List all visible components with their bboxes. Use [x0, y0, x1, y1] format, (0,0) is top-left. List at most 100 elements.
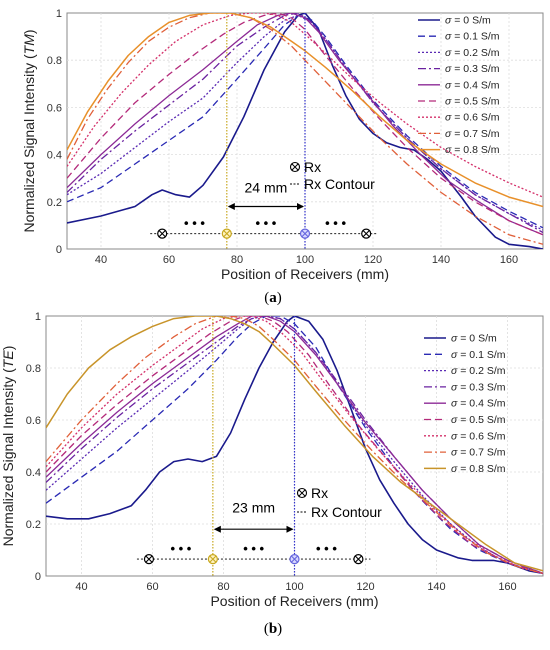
x-axis-label: Position of Receivers (mm) — [210, 593, 378, 609]
series-line-4 — [46, 316, 543, 575]
rx-marker-icon — [353, 553, 364, 565]
legend-entry: σ = 0.5 S/m — [451, 414, 506, 426]
rx-label: Rx — [311, 485, 328, 501]
ellipsis-dots: • • • — [243, 541, 264, 556]
x-tick-label: 60 — [163, 254, 175, 266]
y-axis-label: Normalized Signal Intensity (TM) — [21, 29, 37, 232]
x-axis-label: Position of Receivers (mm) — [221, 266, 389, 282]
legend-entry: σ = 0 S/m — [445, 15, 491, 27]
y-tick-label: 0 — [56, 244, 62, 256]
rx-marker-icon — [207, 553, 218, 565]
x-tick-label: 120 — [356, 581, 374, 593]
rx-marker-icon — [299, 228, 311, 239]
legend-entry: σ = 0.3 S/m — [451, 381, 506, 393]
y-tick-label: 1 — [56, 8, 62, 20]
series-line-4 — [67, 13, 543, 236]
y-axis-label: Normalized Signal Intensity (TE) — [0, 346, 16, 547]
series-line-0 — [46, 316, 543, 575]
rx-marker-icon — [221, 228, 232, 239]
legend-entry: σ = 0.2 S/m — [451, 365, 506, 377]
arrowhead-left — [227, 203, 235, 211]
legend-entry: σ = 0.8 S/m — [451, 463, 506, 475]
legend-entry: σ = 0.2 S/m — [445, 47, 500, 59]
legend-entry: σ = 0.1 S/m — [445, 31, 500, 43]
legend: σ = 0 S/m σ = 0.1 S/m σ = 0.2 S/m σ = 0.3 S… — [418, 15, 500, 156]
y-tick-label: 0.6 — [47, 102, 62, 114]
x-tick-label: 60 — [146, 581, 158, 593]
y-tick-label: 0.6 — [26, 415, 41, 427]
legend-entry: σ = 0.6 S/m — [445, 112, 500, 124]
x-tick-label: 160 — [498, 581, 516, 593]
series-line-5 — [67, 13, 543, 236]
ellipsis-dots: • • • — [184, 216, 205, 231]
arrowhead-left — [213, 525, 221, 533]
series-line-8 — [67, 13, 543, 208]
series-line-8 — [46, 316, 543, 572]
legend-entry: σ = 0.4 S/m — [451, 398, 506, 410]
rx-label: Rx — [304, 159, 321, 175]
legend-entry: σ = 0.6 S/m — [451, 430, 506, 442]
legend-entry: σ = 0.4 S/m — [445, 79, 500, 91]
rx-legend: Rx Rx Contour — [296, 485, 382, 520]
y-tick-label: 0.4 — [26, 467, 41, 479]
y-tick-label: 0.2 — [47, 197, 62, 209]
y-tick-label: 0.2 — [26, 519, 41, 531]
arrowhead-right — [286, 525, 294, 533]
x-tick-label: 100 — [296, 254, 314, 266]
series-line-1 — [46, 316, 543, 575]
ellipsis-dots: • • • — [316, 541, 337, 556]
legend: σ = 0 S/m σ = 0.1 S/m σ = 0.2 S/m σ = 0.3 S… — [424, 333, 506, 475]
series-group — [46, 316, 543, 575]
series-group — [67, 13, 543, 249]
y-tick-label: 0.8 — [47, 55, 62, 67]
legend-entry: σ = 0.1 S/m — [451, 349, 506, 361]
ellipsis-dots: • • • — [325, 216, 346, 231]
x-tick-label: 160 — [500, 254, 518, 266]
y-tick-label: 0.4 — [47, 150, 62, 162]
legend-entry: σ = 0.7 S/m — [445, 128, 500, 140]
distance-label: 24 mm — [245, 179, 288, 195]
x-tick-label: 40 — [75, 581, 87, 593]
distance-label: 23 mm — [232, 499, 275, 515]
rx-contour-label: Rx Contour — [311, 504, 382, 520]
series-line-7 — [67, 13, 543, 245]
x-tick-label: 120 — [364, 254, 382, 266]
x-tick-label: 100 — [285, 581, 303, 593]
arrowhead-right — [297, 203, 304, 211]
x-tick-label: 140 — [427, 581, 445, 593]
series-line-5 — [46, 316, 543, 575]
x-tick-label: 80 — [217, 581, 229, 593]
x-tick-label: 140 — [432, 254, 450, 266]
series-line-7 — [46, 316, 543, 575]
rx-contour-label: Rx Contour — [304, 176, 375, 192]
panel-label: (b) — [264, 621, 282, 637]
y-tick-label: 0 — [35, 571, 41, 583]
rx-marker-icon — [361, 228, 372, 239]
rx-marker-icon — [289, 553, 300, 565]
rx-marker-icon — [157, 228, 168, 239]
y-tick-label: 1 — [35, 311, 41, 323]
series-line-6 — [67, 13, 543, 198]
legend-entry: σ = 0.3 S/m — [445, 63, 500, 75]
legend-entry: σ = 0.5 S/m — [445, 96, 500, 108]
legend-entry: σ = 0.7 S/m — [451, 447, 506, 459]
ellipsis-dots: • • • — [170, 541, 191, 556]
ellipsis-dots: • • • — [255, 216, 276, 231]
panel-label: (a) — [264, 290, 282, 306]
legend-entry: σ = 0.8 S/m — [445, 144, 500, 156]
x-tick-label: 80 — [231, 254, 243, 266]
rx-marker-icon — [143, 553, 155, 565]
legend-entry: σ = 0 S/m — [451, 333, 497, 345]
chart-panel-a: 40 60 80 100 120 140 160 0 0.2 0.4 0.6 0.8 1 Position… — [21, 8, 544, 306]
chart-panel-b: 40 60 80 100 120 140 160 0 0.2 0.4 0.6 0.8 1 Position… — [0, 311, 544, 637]
series-line-1 — [67, 14, 543, 229]
series-line-2 — [46, 316, 543, 575]
series-line-6 — [46, 316, 543, 575]
y-tick-label: 0.8 — [26, 363, 41, 375]
x-tick-label: 40 — [95, 254, 107, 266]
series-line-3 — [67, 13, 543, 234]
series-line-0 — [67, 13, 543, 249]
